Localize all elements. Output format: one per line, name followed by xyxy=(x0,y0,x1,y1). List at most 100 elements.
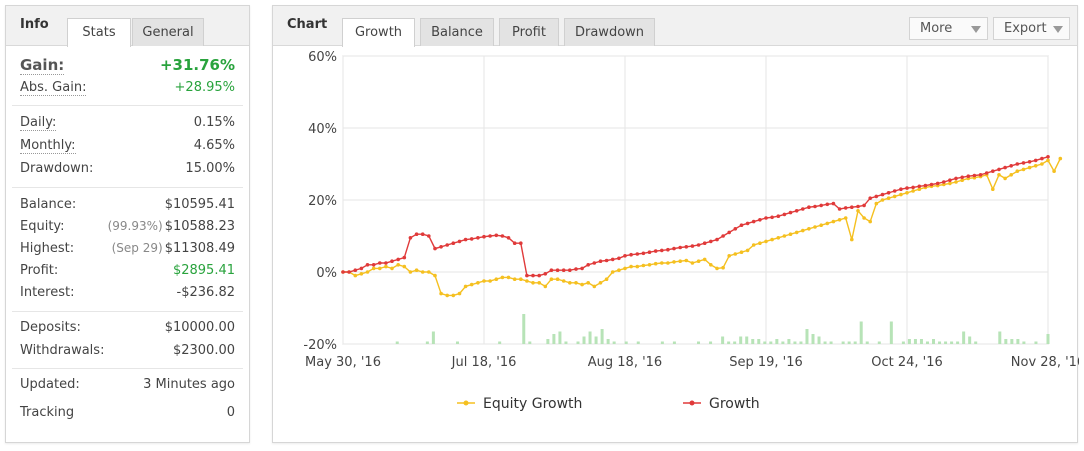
series-point xyxy=(684,245,689,249)
series-point xyxy=(758,218,762,222)
series-point xyxy=(942,182,946,187)
series-point xyxy=(353,268,358,272)
export-label: Export xyxy=(1004,21,1047,36)
gain-value: +31.76% xyxy=(159,56,235,74)
series-point xyxy=(991,187,995,191)
drawdown-value: 15.00% xyxy=(185,161,235,176)
volume-bar xyxy=(757,339,761,344)
abs-gain-label[interactable]: Abs. Gain: xyxy=(20,80,87,96)
series-point xyxy=(660,248,664,253)
info-panel: Info Stats General Gain: +31.76% Abs. Ga… xyxy=(5,5,250,443)
series-point xyxy=(451,293,456,298)
series-point xyxy=(788,232,793,236)
balance-value: $10595.41 xyxy=(164,197,235,212)
series-point xyxy=(629,264,633,269)
series-point xyxy=(739,223,744,227)
series-point xyxy=(929,182,934,187)
volume-bar xyxy=(859,321,863,344)
volume-bar xyxy=(636,341,640,344)
series-point xyxy=(911,185,915,190)
series-point xyxy=(629,252,633,257)
volume-bar xyxy=(974,341,978,344)
series-point xyxy=(1003,176,1007,181)
tab-growth[interactable]: Growth xyxy=(342,18,415,47)
series-point xyxy=(862,203,866,208)
x-tick-label: Jul 18, '16 xyxy=(451,355,517,370)
series-point xyxy=(531,281,535,285)
daily-label[interactable]: Daily: xyxy=(20,115,57,131)
series-point xyxy=(721,265,725,270)
tab-general[interactable]: General xyxy=(132,18,204,46)
volume-bar xyxy=(847,341,851,344)
export-dropdown[interactable]: Export xyxy=(993,17,1070,40)
highest-label: Highest: xyxy=(20,241,75,256)
series-point xyxy=(709,239,713,244)
series-point xyxy=(825,202,830,207)
volume-bar xyxy=(1022,341,1026,344)
y-tick-label: 40% xyxy=(308,122,337,137)
volume-bar xyxy=(727,341,731,344)
volume-bar xyxy=(558,331,562,344)
series-point xyxy=(543,284,548,289)
chart-legend[interactable]: Equity Growth Growth xyxy=(457,396,760,412)
monthly-label[interactable]: Monthly: xyxy=(20,138,76,154)
series-point xyxy=(451,241,456,245)
volume-bar xyxy=(877,341,881,344)
series-point xyxy=(525,279,529,283)
series-point xyxy=(660,261,664,265)
series-point xyxy=(592,261,597,265)
series-point xyxy=(831,201,836,206)
more-dropdown[interactable]: More xyxy=(909,17,988,40)
tab-stats[interactable]: Stats xyxy=(67,18,131,47)
volume-bar xyxy=(709,341,713,344)
series-point xyxy=(463,237,468,242)
volume-bar xyxy=(769,341,773,344)
series-point xyxy=(561,279,566,283)
volume-bar xyxy=(1046,334,1050,344)
series-point xyxy=(727,230,731,235)
series-point xyxy=(1027,160,1032,164)
volume-bar xyxy=(1016,339,1020,344)
series-point xyxy=(586,281,590,285)
series-point xyxy=(1033,158,1038,163)
series-point xyxy=(506,275,511,280)
volume-bar xyxy=(672,341,676,344)
x-tick-label: May 30, '16 xyxy=(305,355,381,370)
series-point xyxy=(402,264,407,269)
series-point xyxy=(580,282,584,287)
deposits-label: Deposits: xyxy=(20,320,81,335)
legend-item[interactable]: Equity Growth xyxy=(457,396,582,412)
series-point xyxy=(469,237,474,241)
volume-bar xyxy=(829,341,833,344)
series-point xyxy=(500,234,505,238)
series-point xyxy=(396,257,400,262)
series-point xyxy=(899,192,903,197)
series-point xyxy=(905,186,909,190)
series-point xyxy=(690,244,695,248)
tab-drawdown[interactable]: Drawdown xyxy=(564,18,655,46)
volume-bar xyxy=(395,341,399,344)
series-point xyxy=(500,275,505,280)
series-point xyxy=(494,233,499,238)
volume-bar xyxy=(624,341,628,344)
volume-bar xyxy=(612,341,616,344)
series-point xyxy=(641,263,646,268)
series-point xyxy=(678,259,682,263)
growth-chart[interactable]: 60% 40% 20% 0% -20% May 30, '16 Jul 18, '16 Aug… xyxy=(273,46,1079,444)
x-tick-label: Nov 28, '16 xyxy=(1011,355,1079,370)
series-point xyxy=(856,209,860,213)
x-tick-label: Aug 18, '16 xyxy=(588,355,662,370)
volume-bar xyxy=(697,341,701,344)
series-point xyxy=(427,234,431,238)
tab-balance[interactable]: Balance xyxy=(420,18,494,46)
legend-item[interactable]: Growth xyxy=(683,396,760,412)
series-point xyxy=(555,277,560,281)
volume-bar xyxy=(805,329,809,344)
tab-profit[interactable]: Profit xyxy=(499,18,559,46)
series-point xyxy=(837,218,842,222)
volume-bar xyxy=(552,334,556,344)
series-point xyxy=(966,174,971,178)
gain-label[interactable]: Gain: xyxy=(20,56,65,75)
series-point xyxy=(1058,156,1063,161)
abs-gain-row: Abs. Gain: +28.95% xyxy=(20,80,235,98)
